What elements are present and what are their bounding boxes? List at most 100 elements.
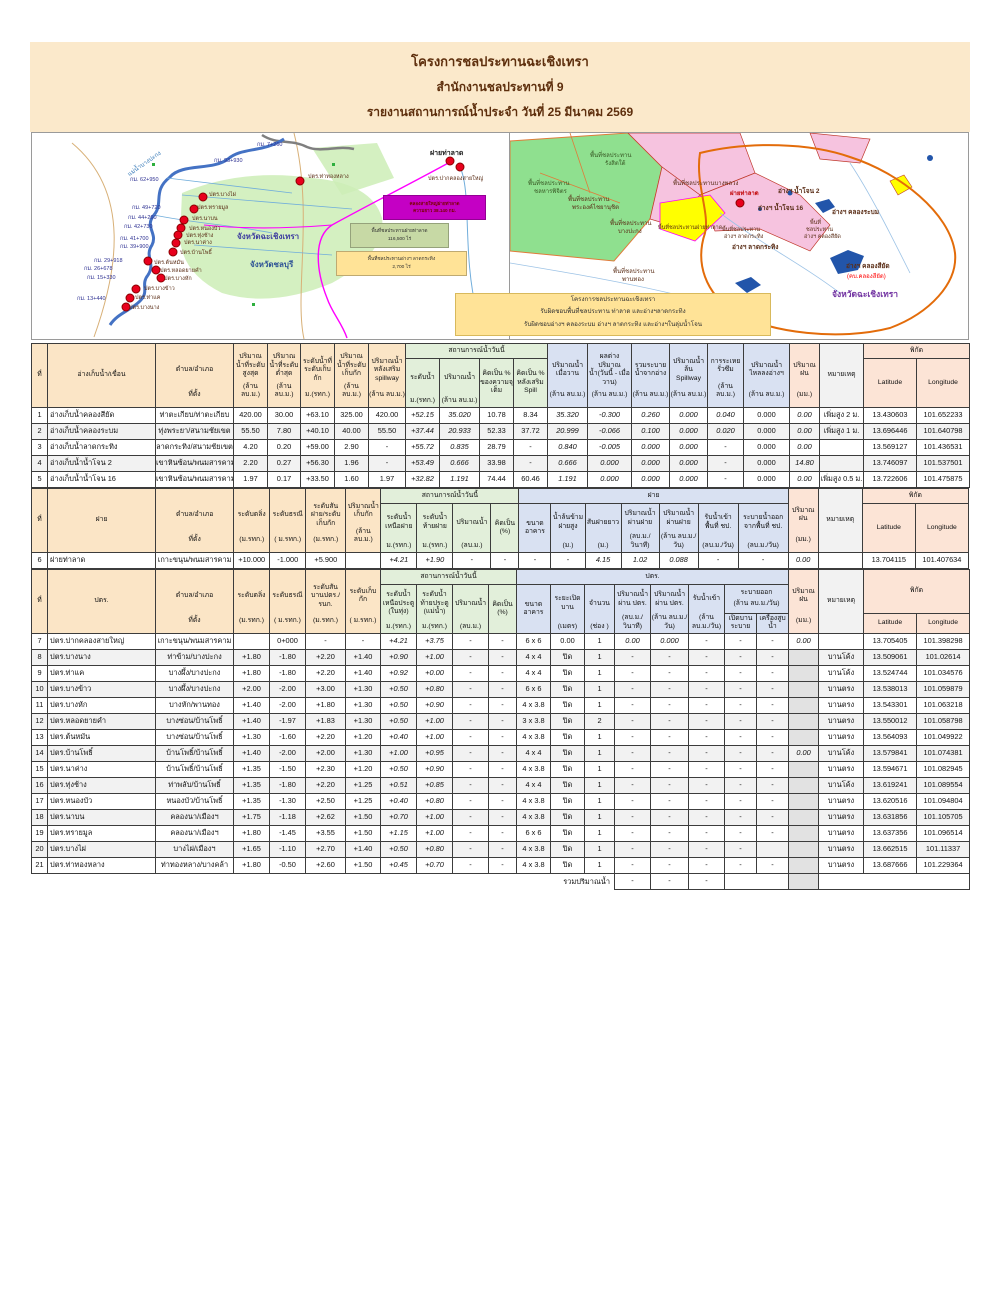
col-header-retention-volume: ปริมาณน้ำเก็บกัก (ล้าน ลบ.ม.): [345, 488, 382, 553]
cell: -: [488, 713, 517, 730]
cell: 1: [584, 697, 615, 714]
cell: -: [707, 455, 744, 472]
map-label: ปตร.บ้านโพธิ์: [180, 250, 212, 256]
cell: 101.407634: [914, 552, 970, 569]
cell: 0.00: [788, 745, 820, 762]
cell: -: [488, 665, 517, 682]
cell: [817, 552, 863, 569]
cell: -: [650, 793, 689, 810]
canal-info-box: คลองสายใหญ่ฝายท่าลาด ความยาว 38.140 กม.: [383, 195, 486, 220]
cell: 13.569127: [863, 439, 917, 456]
total-flow-cms: -: [614, 873, 651, 890]
map-label: กม. 7+260: [257, 142, 283, 148]
cell: +2.60: [305, 857, 346, 874]
cell: ปตร.บางหัก: [47, 697, 156, 714]
cell: 2: [584, 713, 615, 730]
cell: 0.20: [267, 439, 301, 456]
cell: -: [452, 713, 489, 730]
cell: -: [452, 633, 489, 650]
cell: +3.55: [305, 825, 346, 842]
cell: -: [614, 681, 651, 698]
cell: -: [755, 649, 790, 666]
cell: -: [650, 745, 689, 762]
cell: 0.000: [669, 471, 708, 488]
cell: -: [452, 649, 489, 666]
cell: บานตรง: [818, 729, 865, 746]
cell: +37.44: [405, 423, 440, 440]
cell: บางผึ้ง/บางปะกง: [155, 681, 234, 698]
cell: เขาหินซ้อน/พนมสารคาม: [155, 471, 234, 488]
col-header-location: ตำบล/อำเภอ ที่ตั้ง: [155, 569, 234, 634]
cell: -: [488, 649, 517, 666]
col-header-crest-level: ระดับสันฝาย/ระดับเก็บกัก (ม.รทก.): [305, 488, 347, 553]
map-label: ชลประทาน: [806, 227, 833, 233]
map-label: ปตร.หนองบัว: [189, 226, 221, 232]
col-header-rainfall: ปริมาณฝน (มม.): [788, 569, 820, 634]
cell: +32.82: [405, 471, 440, 488]
station-dot: [445, 156, 455, 166]
cell: 0.000: [669, 423, 708, 440]
cell: 13.704115: [861, 552, 916, 569]
col-header-outflow-group: ระบายออก (ล้าน ลบ.ม./วัน): [723, 584, 790, 614]
cell: +2.70: [305, 841, 346, 858]
cell: 0.00: [788, 633, 820, 650]
cell: 6 x 6: [516, 633, 551, 650]
cell: +1.83: [305, 713, 346, 730]
cell: 30.00: [267, 407, 301, 424]
cell: 13.524744: [863, 665, 918, 682]
map-label: กม. 49+720: [132, 205, 161, 211]
cell: [788, 697, 820, 714]
cell: -: [614, 841, 651, 858]
cell: -: [707, 471, 744, 488]
cell: +0.90: [416, 697, 453, 714]
cell: คลองนา/เมืองฯ: [155, 825, 234, 842]
group-header-weir: ฝาย: [518, 488, 789, 504]
cell: [788, 809, 820, 826]
cell: +0.50: [380, 697, 417, 714]
cell: -0.066: [587, 423, 632, 440]
cell: +1.00: [416, 649, 453, 666]
cell: 13.722606: [863, 471, 917, 488]
cell: +1.25: [345, 793, 381, 810]
table-row: 20 ปตร.บางไผ่ บางไผ่/เมืองฯ +1.65 -1.10 +2.70…: [31, 841, 971, 858]
map-label: พื้นที่ชลประทาน: [722, 227, 760, 233]
station-dot: [171, 238, 181, 248]
cell: 13.430603: [863, 407, 917, 424]
cell: 11: [31, 697, 48, 714]
cell: ปตร.ท่าแค: [47, 665, 156, 682]
cell: -: [488, 857, 517, 874]
cell: 18: [31, 809, 48, 826]
cell: -: [688, 649, 725, 666]
cell: -: [688, 729, 725, 746]
cell: 19: [31, 825, 48, 842]
cell: -: [755, 777, 790, 794]
cell: 0.000: [743, 423, 790, 440]
cell: 1: [584, 761, 615, 778]
cell: อ่างเก็บน้ำคลองระบม: [47, 423, 156, 440]
cell: 13.579841: [863, 745, 918, 762]
province-label: จังหวัดฉะเชิงเทรา: [832, 289, 899, 299]
cell: 1: [584, 809, 615, 826]
cell: 13.631856: [863, 809, 918, 826]
title-band: โครงการชลประทานฉะเชิงเทรา สำนักงานชลประท…: [30, 42, 970, 132]
cell: +0.95: [416, 745, 453, 762]
cell: -: [452, 665, 489, 682]
cell: เพิ่มสูง 1 ม.: [819, 423, 864, 440]
cell: -: [452, 681, 489, 698]
cell: ปิด: [550, 761, 585, 778]
cell: -: [305, 633, 346, 650]
col-header-remark: หมายเหตุ: [818, 569, 865, 634]
cell: +10.000: [233, 552, 271, 569]
map-label: ปตร.ท่าทองหลาง: [308, 174, 349, 180]
cell: 101.049922: [916, 729, 971, 746]
cell: -: [614, 713, 651, 730]
cell: 13.509061: [863, 649, 918, 666]
cell: 10: [31, 681, 48, 698]
irrigation-area-box: พื้นที่ชลประทานฝายท่าลาด 116,500 ไร่: [350, 223, 449, 248]
col-header-intake: รับน้ำเข้า (ล้าน ลบ.ม./วัน): [688, 584, 725, 634]
cell: เกาะขนุน/พนมสารคาม: [155, 552, 235, 569]
cell: บานโค้ง: [818, 777, 865, 794]
cell: 13.705405: [863, 633, 918, 650]
cell: +0.80: [416, 793, 453, 810]
cell: 2: [31, 423, 48, 440]
